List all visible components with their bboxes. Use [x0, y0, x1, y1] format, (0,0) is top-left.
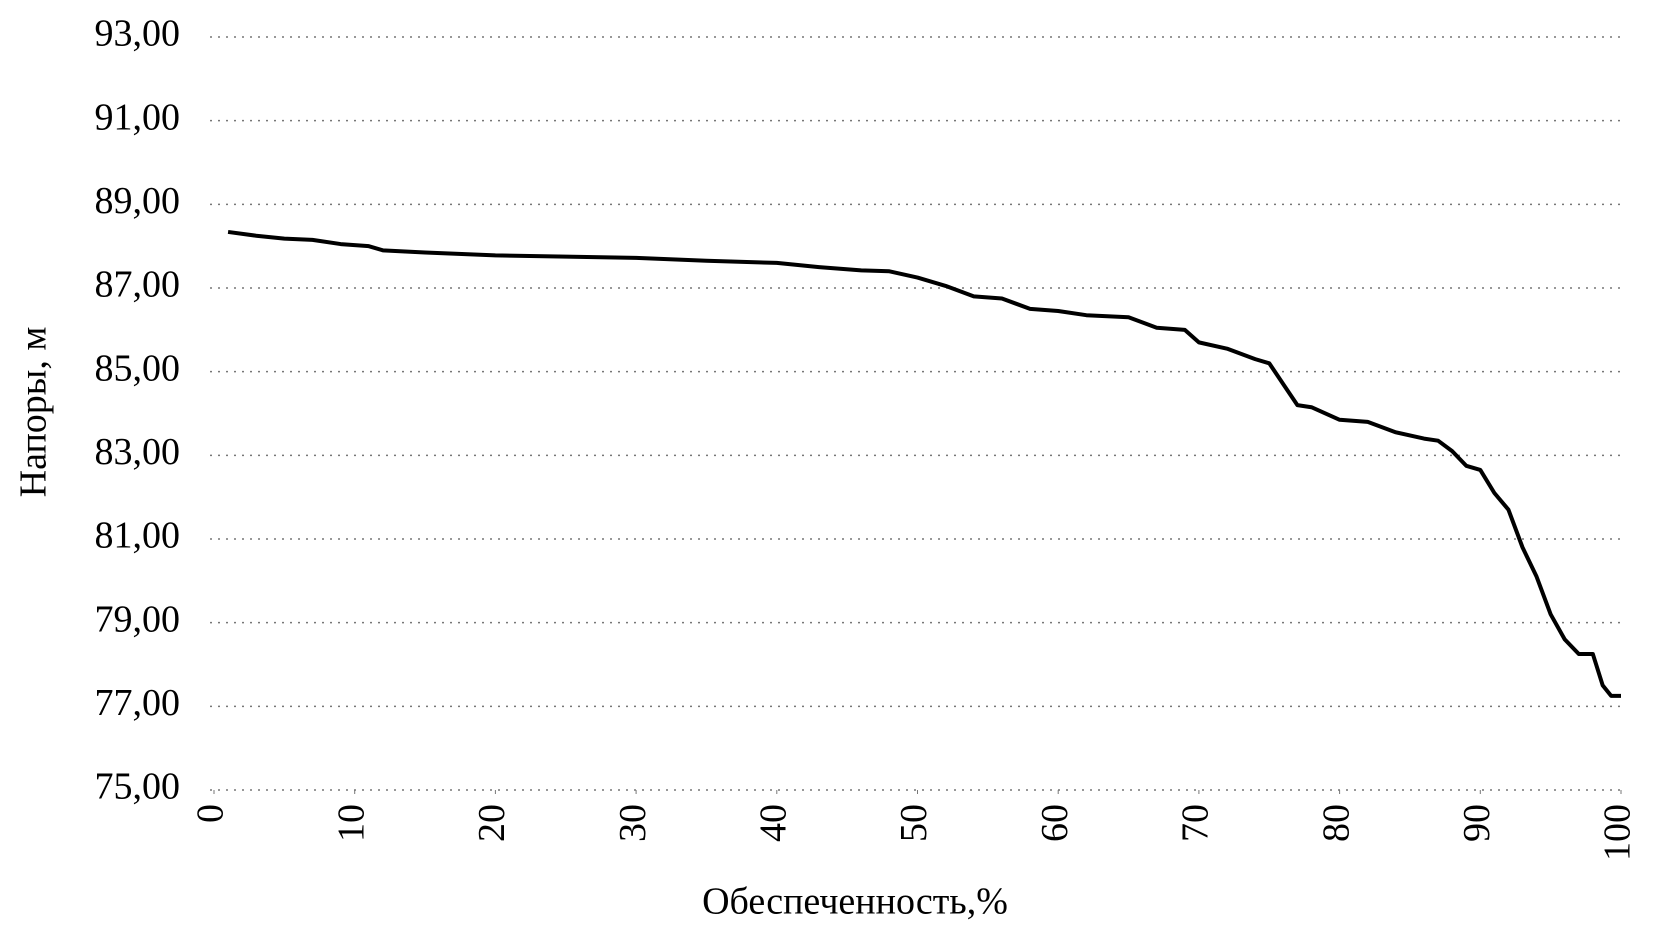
y-axis-label: Напоры, м	[13, 327, 55, 498]
y-tick-label: 89,00	[95, 180, 181, 222]
x-tick-label: 10	[330, 804, 372, 842]
y-tick-label: 77,00	[95, 682, 181, 724]
y-tick-label: 83,00	[95, 431, 181, 473]
y-tick-label: 75,00	[95, 766, 181, 808]
x-tick-label: 20	[471, 804, 513, 842]
y-tick-label: 87,00	[95, 264, 181, 306]
x-axis-label: Обеспеченность,%	[702, 881, 1008, 923]
line-series	[227, 229, 1621, 698]
x-tick-label: 90	[1456, 804, 1498, 842]
y-tick-label: 93,00	[95, 13, 181, 55]
x-tick-label: 40	[753, 804, 795, 842]
y-tick-label: 81,00	[95, 515, 181, 557]
y-tick-label: 85,00	[95, 347, 181, 389]
x-tick-label: 60	[1034, 804, 1076, 842]
x-tick-label: 0	[190, 804, 232, 823]
x-tick-label: 100	[1597, 804, 1639, 861]
y-tick-label: 79,00	[95, 598, 181, 640]
x-tick-label: 50	[893, 804, 935, 842]
x-tick-label: 30	[612, 804, 654, 842]
x-tick-label: 70	[1175, 804, 1217, 842]
y-tick-label: 91,00	[95, 96, 181, 138]
x-tick-label: 80	[1315, 804, 1357, 842]
